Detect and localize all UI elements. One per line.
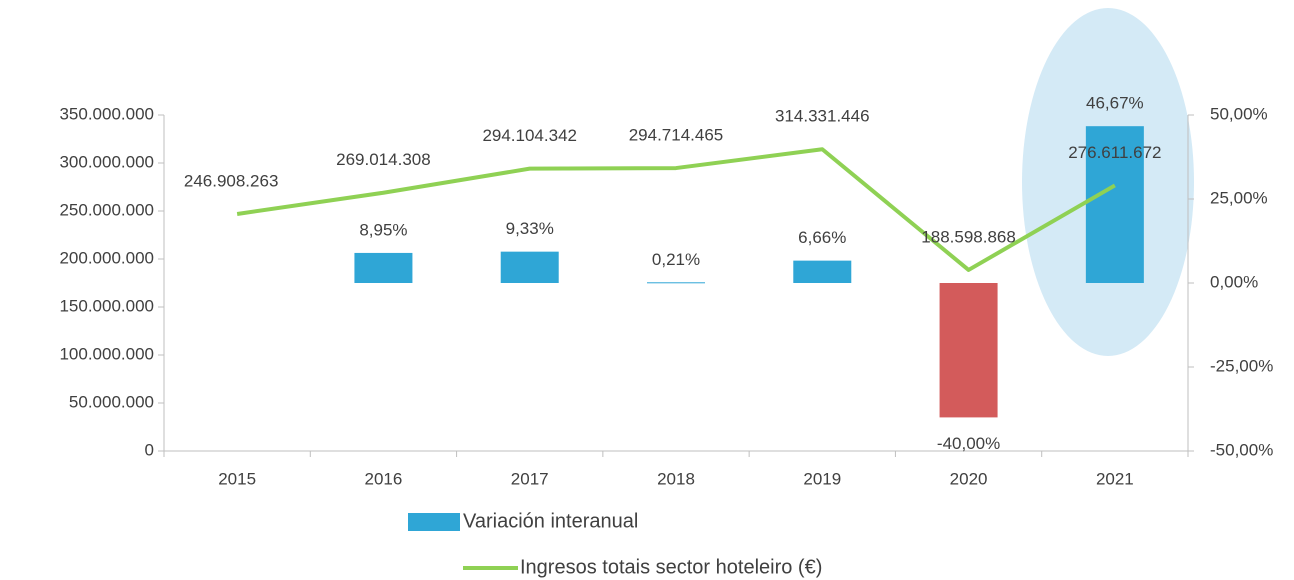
bar-label: 8,95% xyxy=(359,220,407,239)
line-label: 314.331.446 xyxy=(775,107,870,126)
line-label: 294.714.465 xyxy=(629,126,724,145)
y-tick-label: 50.000.000 xyxy=(69,392,154,411)
y-tick-label: 0 xyxy=(145,440,154,459)
y-tick-label: 350.000.000 xyxy=(59,104,154,123)
y-tick-label: 250.000.000 xyxy=(59,200,154,219)
bar-label: 9,33% xyxy=(506,219,554,238)
bar xyxy=(647,282,705,284)
line-label: 294.104.342 xyxy=(482,126,577,145)
line-label: 188.598.868 xyxy=(921,227,1016,246)
line-label: 269.014.308 xyxy=(336,150,431,169)
x-tick-label: 2018 xyxy=(657,469,695,488)
bar xyxy=(939,283,998,418)
bar xyxy=(793,260,852,283)
bar xyxy=(500,251,559,283)
line-label: 276.611.672 xyxy=(1068,143,1161,162)
y-tick-label: 150.000.000 xyxy=(59,296,154,315)
y2-tick-label: -50,00% xyxy=(1210,440,1273,459)
y2-tick-label: 0,00% xyxy=(1210,272,1258,291)
bar-label: 0,21% xyxy=(652,250,700,269)
x-tick-label: 2019 xyxy=(803,469,841,488)
y-tick-label: 200.000.000 xyxy=(59,248,154,267)
bar-label: -40,00% xyxy=(937,434,1000,453)
legend-label: Variación interanual xyxy=(463,510,638,532)
x-tick-label: 2017 xyxy=(511,469,549,488)
x-tick-label: 2020 xyxy=(950,469,988,488)
bar xyxy=(354,252,413,283)
x-tick-label: 2021 xyxy=(1096,469,1134,488)
y2-tick-label: 50,00% xyxy=(1210,104,1268,123)
bar xyxy=(1085,126,1144,283)
legend-label: Ingresos totais sector hoteleiro (€) xyxy=(520,556,822,578)
x-tick-label: 2015 xyxy=(218,469,256,488)
y-tick-label: 300.000.000 xyxy=(59,152,154,171)
legend-swatch xyxy=(408,513,460,531)
bar-label: 46,67% xyxy=(1086,94,1144,113)
y2-tick-label: -25,00% xyxy=(1210,356,1273,375)
bar-label: 6,66% xyxy=(798,228,846,247)
line-label: 246.908.263 xyxy=(184,171,279,190)
x-tick-label: 2016 xyxy=(365,469,403,488)
y-tick-label: 100.000.000 xyxy=(59,344,154,363)
y2-tick-label: 25,00% xyxy=(1210,188,1268,207)
line xyxy=(236,147,1116,272)
